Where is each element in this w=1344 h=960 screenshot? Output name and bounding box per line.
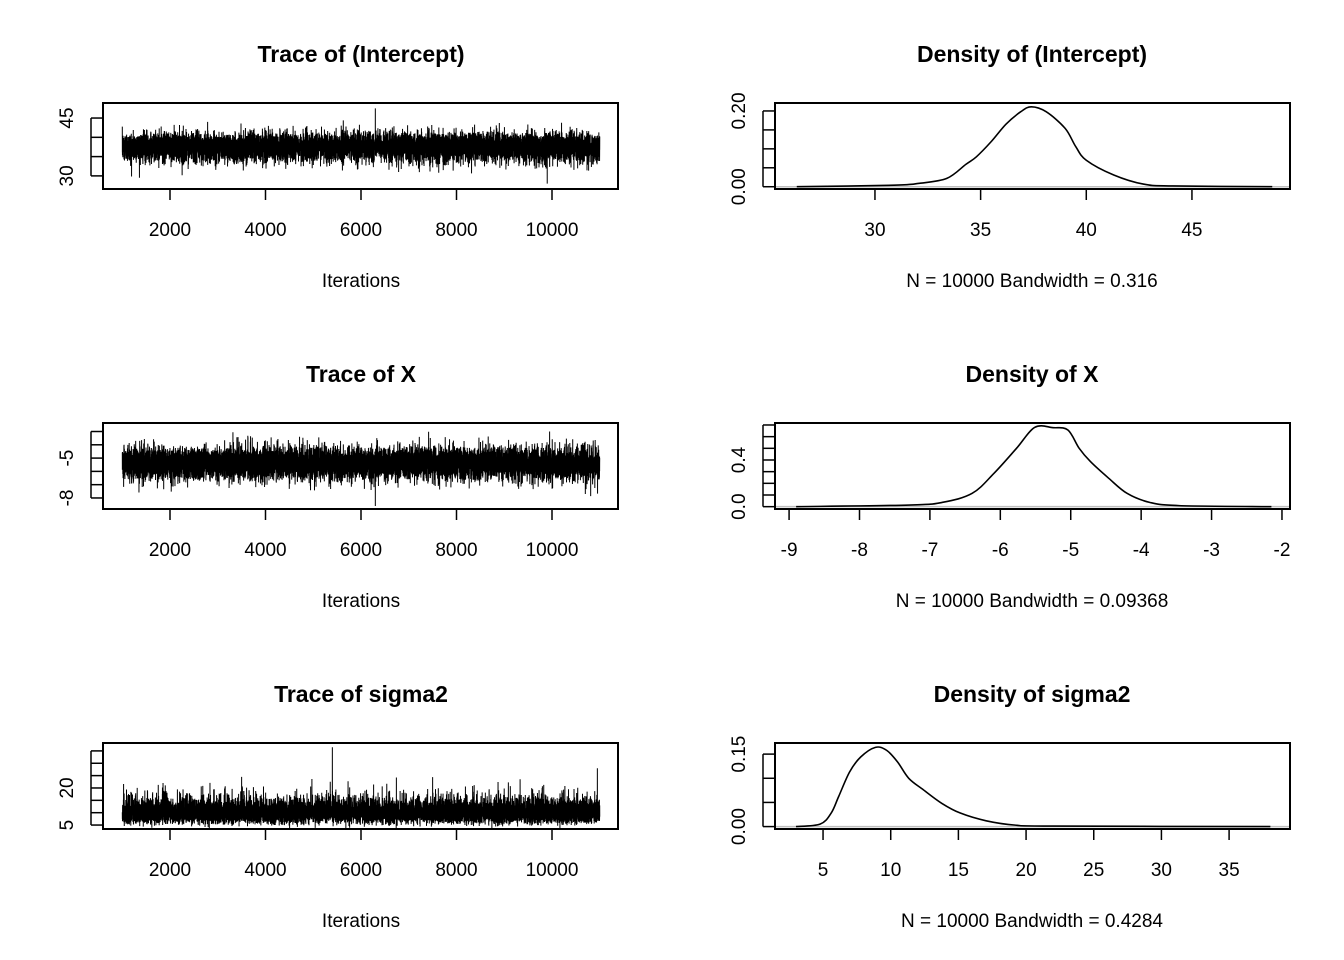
panel-trace-of-intercept: Trace of (Intercept) Iterations 2000 4000 60…	[57, 41, 619, 292]
x-tick-label: 10000	[526, 220, 579, 241]
x-tick-label: -6	[992, 540, 1009, 561]
x-axis: 2000 4000 6000 8000 10000	[149, 508, 579, 561]
panel-trace-of-sigma2: Trace of sigma2 Iterations 2000 4000 6000 800…	[57, 681, 619, 932]
x-tick-label: 35	[970, 220, 991, 241]
x-tick-label: 4000	[244, 540, 286, 561]
x-tick-label: 30	[1151, 860, 1172, 881]
x-tick-label: 2000	[149, 220, 191, 241]
y-tick-label: 0.20	[729, 92, 750, 129]
x-tick-label: 45	[1181, 220, 1202, 241]
x-axis: -9 -8 -7 -6 -5 -4 -3 -2	[781, 508, 1291, 561]
y-tick-label: -8	[57, 490, 78, 507]
x-tick-label: 20	[1016, 860, 1037, 881]
x-tick-label: 5	[818, 860, 829, 881]
plot-box	[774, 422, 1291, 510]
x-tick-label: 6000	[340, 540, 382, 561]
panel-title: Density of X	[966, 361, 1100, 387]
panel-density-of-sigma2: Density of sigma2 N = 10000 Bandwidth = 0…	[729, 681, 1291, 932]
trace-line	[121, 108, 601, 184]
y-tick-label: -5	[57, 450, 78, 467]
y-tick-label: 30	[57, 165, 78, 186]
y-tick-label: 0.00	[729, 808, 750, 845]
x-axis-label: N = 10000 Bandwidth = 0.4284	[901, 911, 1163, 932]
x-tick-label: -5	[1062, 540, 1079, 561]
density-curve	[796, 424, 1272, 508]
panel-title: Trace of (Intercept)	[257, 41, 464, 67]
y-tick-label: 20	[57, 777, 78, 798]
y-axis: 0.00 0.15	[729, 736, 775, 845]
x-tick-label: 2000	[149, 860, 191, 881]
y-axis: 0.0 0.4	[729, 424, 775, 520]
x-tick-label: 8000	[435, 540, 477, 561]
panel-title: Trace of sigma2	[274, 681, 448, 707]
x-tick-label: 8000	[435, 860, 477, 881]
x-tick-label: 6000	[340, 860, 382, 881]
panel-density-of-intercept: Density of (Intercept) N = 10000 Bandwidt…	[729, 41, 1291, 292]
x-tick-label: -4	[1133, 540, 1150, 561]
x-axis: 2000 4000 6000 8000 10000	[149, 188, 579, 241]
x-tick-label: 25	[1083, 860, 1104, 881]
x-tick-label: 40	[1076, 220, 1097, 241]
y-axis: 0.00 0.20	[729, 92, 775, 205]
x-tick-label: 4000	[244, 220, 286, 241]
x-tick-label: 15	[948, 860, 969, 881]
y-tick-label: 0.15	[729, 736, 750, 773]
y-axis: 30 45	[57, 107, 103, 186]
x-axis: 30 35 40 45	[864, 188, 1203, 241]
x-tick-label: -9	[781, 540, 798, 561]
panel-density-of-x: Density of X N = 10000 Bandwidth = 0.0936…	[729, 361, 1291, 612]
x-axis-label: Iterations	[322, 591, 400, 612]
x-axis-label: Iterations	[322, 911, 400, 932]
y-tick-label: 0.0	[729, 493, 750, 519]
x-tick-label: 30	[864, 220, 885, 241]
x-tick-label: 35	[1219, 860, 1240, 881]
panel-trace-of-x: Trace of X Iterations 2000 4000 6000 8000 1000…	[57, 361, 619, 612]
x-axis: 5 10 15 20 25 30 35	[818, 828, 1240, 881]
x-tick-label: 10000	[526, 860, 579, 881]
panel-title: Trace of X	[306, 361, 417, 387]
x-tick-label: 4000	[244, 860, 286, 881]
x-tick-label: -7	[921, 540, 938, 561]
x-tick-label: 8000	[435, 220, 477, 241]
x-axis: 2000 4000 6000 8000 10000	[149, 828, 579, 881]
y-tick-label: 0.4	[729, 446, 750, 473]
x-tick-label: -8	[851, 540, 868, 561]
density-curve	[795, 746, 1271, 828]
y-tick-label: 0.00	[729, 168, 750, 205]
y-tick-label: 45	[57, 107, 78, 128]
x-axis-label: N = 10000 Bandwidth = 0.09368	[896, 591, 1169, 612]
x-axis-label: Iterations	[322, 271, 400, 292]
x-tick-label: -3	[1203, 540, 1220, 561]
x-tick-label: 10	[880, 860, 901, 881]
y-axis: 5 20	[57, 750, 103, 831]
trace-line	[121, 431, 601, 506]
trace-line	[121, 747, 601, 829]
x-tick-label: 2000	[149, 540, 191, 561]
x-tick-label: -2	[1274, 540, 1291, 561]
plot-box	[774, 742, 1291, 830]
panel-title: Density of sigma2	[934, 681, 1131, 707]
x-axis-label: N = 10000 Bandwidth = 0.316	[906, 271, 1157, 292]
panel-title: Density of (Intercept)	[917, 41, 1147, 67]
y-axis: -8 -5	[57, 430, 103, 507]
x-tick-label: 6000	[340, 220, 382, 241]
density-curve	[796, 105, 1273, 188]
x-tick-label: 10000	[526, 540, 579, 561]
y-tick-label: 5	[57, 820, 78, 831]
plot-box	[774, 102, 1291, 190]
